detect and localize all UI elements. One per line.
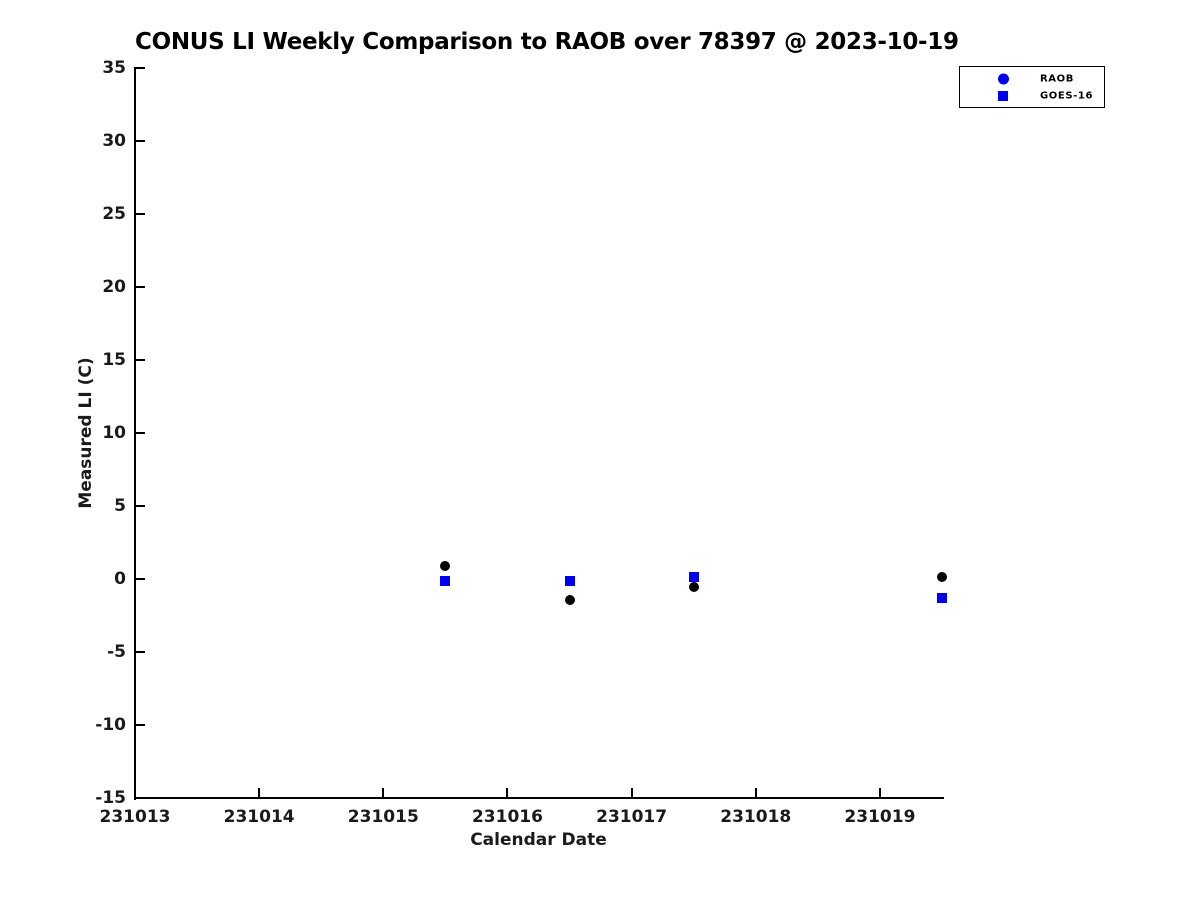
y-tick-label: 0	[114, 569, 126, 589]
y-axis-line	[134, 67, 136, 800]
y-tick	[136, 67, 145, 69]
data-point-raob	[564, 595, 575, 606]
x-tick-label: 231016	[471, 807, 543, 827]
x-tick	[754, 788, 757, 797]
x-tick	[878, 788, 881, 797]
y-tick-label: -15	[95, 788, 126, 808]
y-tick	[136, 651, 145, 653]
x-tick	[382, 788, 385, 797]
x-tick-label: 231014	[223, 807, 295, 827]
x-tick	[506, 788, 509, 797]
y-tick	[136, 724, 145, 726]
data-point-raob	[688, 582, 699, 593]
x-tick-label: 231018	[720, 807, 792, 827]
x-axis-label: Calendar Date	[470, 830, 607, 850]
raob-circle-icon	[998, 73, 1009, 85]
y-tick-label: 20	[102, 277, 126, 297]
x-tick	[134, 788, 136, 797]
data-point-goes-16	[688, 571, 699, 582]
y-tick	[136, 286, 145, 288]
x-tick-label: 231019	[844, 807, 916, 827]
data-point-goes-16	[937, 592, 947, 603]
y-tick-label: 30	[102, 131, 126, 151]
legend: RAOB GOES-16	[959, 66, 1105, 108]
x-tick-label: 231017	[596, 807, 668, 827]
y-tick-label: 25	[102, 204, 126, 224]
y-tick-label: 15	[102, 350, 126, 370]
chart-title: CONUS LI Weekly Comparison to RAOB over …	[135, 29, 959, 55]
y-tick-label: 35	[102, 58, 126, 78]
data-point-goes-16	[564, 576, 575, 587]
x-axis-line	[134, 797, 944, 799]
y-tick	[136, 797, 145, 799]
y-tick	[136, 505, 145, 507]
legend-label-goes-16: GOES-16	[1040, 90, 1094, 102]
y-tick	[136, 140, 145, 142]
y-tick	[136, 359, 145, 361]
legend-entry-raob: RAOB	[960, 70, 1104, 88]
y-tick	[136, 213, 145, 215]
legend-entry-goes-16: GOES-16	[960, 87, 1104, 105]
data-point-raob	[440, 560, 451, 571]
goes-16-square-icon	[998, 91, 1008, 101]
y-tick	[136, 578, 145, 580]
x-tick-label: 231013	[99, 807, 171, 827]
y-tick	[136, 432, 145, 434]
legend-label-raob: RAOB	[1040, 73, 1074, 85]
y-tick-label: 5	[114, 496, 126, 516]
x-tick	[630, 788, 633, 797]
y-tick-label: -5	[107, 642, 126, 662]
data-point-goes-16	[440, 576, 451, 587]
x-tick-label: 231015	[347, 807, 419, 827]
data-point-raob	[937, 571, 947, 582]
y-tick-label: 10	[102, 423, 126, 443]
x-tick	[258, 788, 261, 797]
plot-area	[136, 68, 942, 797]
y-tick-label: -10	[95, 715, 126, 735]
